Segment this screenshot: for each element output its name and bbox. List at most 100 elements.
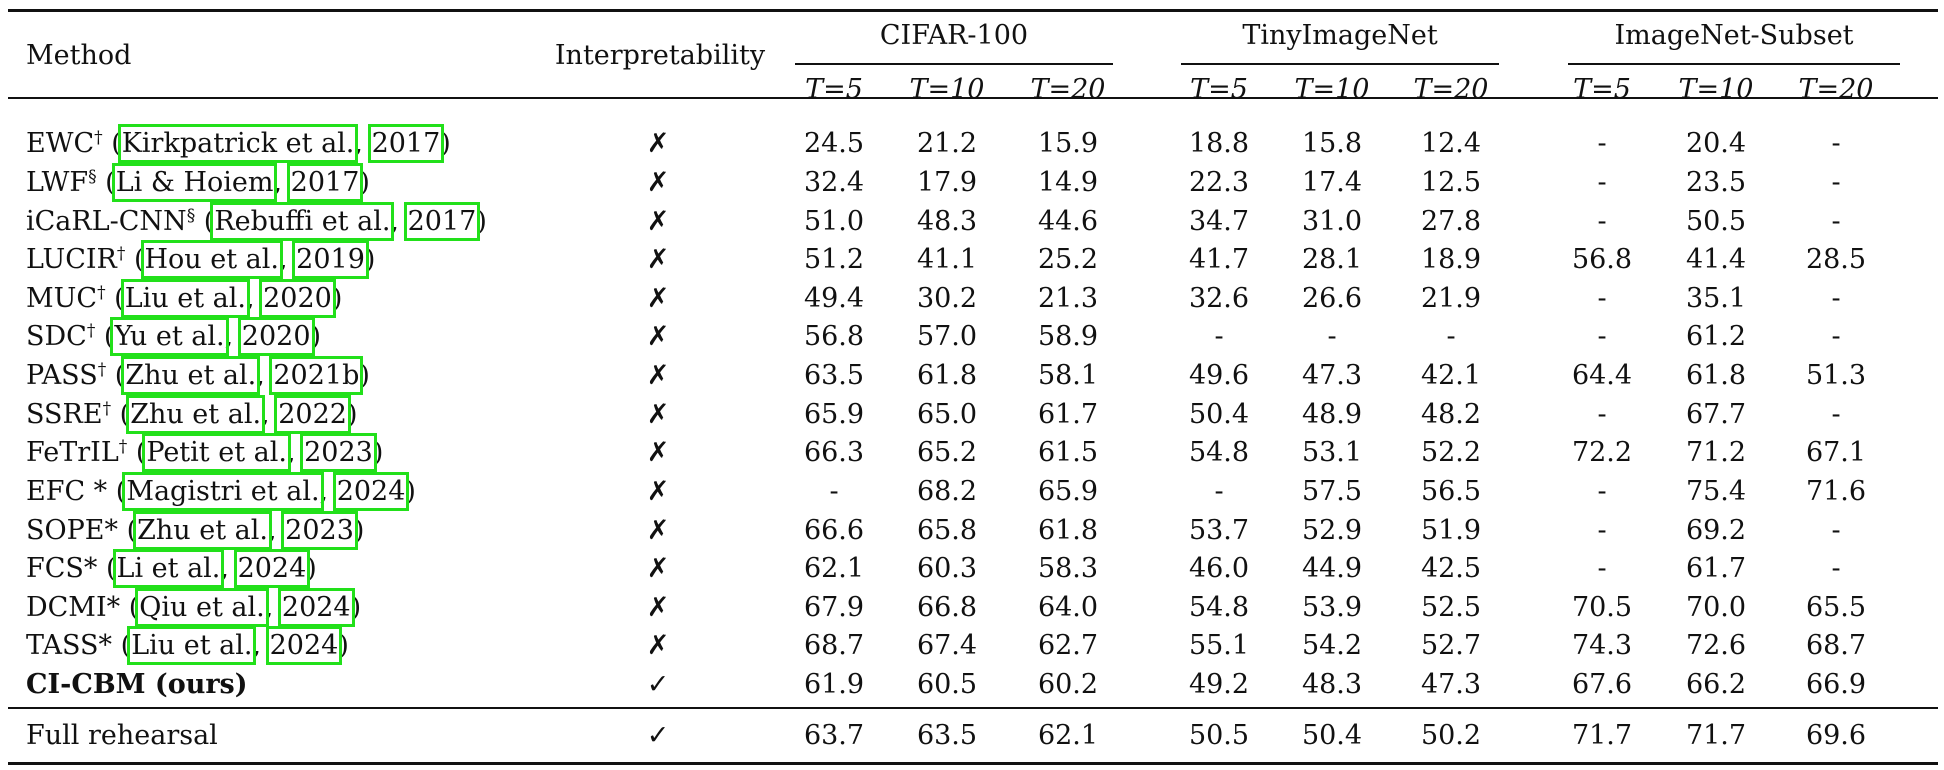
citation-author-link[interactable]: Yu et al. bbox=[110, 317, 229, 356]
value-cell: - bbox=[1597, 553, 1607, 584]
method-name: EWC bbox=[26, 128, 95, 159]
citation-author-link[interactable]: Li & Hoiem bbox=[111, 163, 278, 202]
value-cell: 34.7 bbox=[1188, 206, 1250, 237]
method-cell: Full rehearsal bbox=[26, 720, 218, 752]
method-superscript: § bbox=[186, 206, 196, 226]
header-rule bbox=[8, 97, 1938, 99]
value-cell: 25.2 bbox=[1037, 244, 1099, 275]
value-cell: - bbox=[1214, 321, 1224, 352]
value-cell: - bbox=[1831, 515, 1841, 546]
citation-author-link[interactable]: Hou et al. bbox=[140, 240, 283, 279]
value-cell: 48.3 bbox=[916, 206, 978, 237]
value-cell: 57.5 bbox=[1301, 476, 1363, 507]
subcolumn-header: T=20 bbox=[1030, 74, 1106, 105]
method-name: CI-CBM (ours) bbox=[26, 669, 248, 700]
citation-year-link[interactable]: 2017 bbox=[367, 124, 445, 163]
value-cell: - bbox=[1597, 476, 1607, 507]
citation-year-link[interactable]: 2023 bbox=[300, 433, 377, 472]
value-cell: 56.8 bbox=[1571, 244, 1633, 275]
value-cell: 48.3 bbox=[1301, 669, 1363, 700]
cross-icon: ✗ bbox=[646, 128, 670, 159]
citation-author-link[interactable]: Petit et al. bbox=[142, 433, 291, 472]
method-name: Full rehearsal bbox=[26, 720, 218, 751]
method-superscript: † bbox=[97, 283, 106, 303]
citation-year-link[interactable]: 2024 bbox=[277, 588, 355, 627]
subcolumn-header: T=10 bbox=[1678, 74, 1754, 105]
value-cell: 48.9 bbox=[1301, 399, 1363, 430]
value-cell: 71.7 bbox=[1571, 720, 1633, 751]
method-name: EFC * bbox=[26, 476, 108, 507]
method-name: LUCIR bbox=[26, 244, 117, 275]
method-cell: iCaRL-CNN§ (Rebuffi et al., 2017) bbox=[26, 202, 487, 241]
value-cell: 12.5 bbox=[1420, 167, 1482, 198]
value-cell: 50.5 bbox=[1685, 206, 1747, 237]
method-name: TASS* bbox=[26, 630, 113, 661]
value-cell: 61.8 bbox=[1037, 515, 1099, 546]
group-rule-imagenet-subset bbox=[1568, 63, 1900, 65]
value-cell: - bbox=[1831, 321, 1841, 352]
method-cell: LUCIR† (Hou et al., 2019) bbox=[26, 240, 376, 279]
value-cell: - bbox=[1446, 321, 1456, 352]
value-cell: 57.0 bbox=[916, 321, 978, 352]
value-cell: 22.3 bbox=[1188, 167, 1250, 198]
value-cell: 49.2 bbox=[1188, 669, 1250, 700]
interpretability-header: Interpretability bbox=[554, 40, 766, 71]
citation-author-link[interactable]: Zhu et al. bbox=[121, 356, 261, 395]
value-cell: 27.8 bbox=[1420, 206, 1482, 237]
value-cell: 50.2 bbox=[1420, 720, 1482, 751]
value-cell: 66.2 bbox=[1685, 669, 1747, 700]
value-cell: 12.4 bbox=[1420, 128, 1482, 159]
value-cell: 71.7 bbox=[1685, 720, 1747, 751]
citation-author-link[interactable]: Liu et al. bbox=[120, 279, 250, 318]
group-rule-tinyimagenet bbox=[1181, 63, 1499, 65]
value-cell: 42.1 bbox=[1420, 360, 1482, 391]
value-cell: - bbox=[1831, 283, 1841, 314]
citation-author-link[interactable]: Rebuffi et al. bbox=[210, 202, 395, 241]
value-cell: 47.3 bbox=[1301, 360, 1363, 391]
value-cell: 60.3 bbox=[916, 553, 978, 584]
citation-year-link[interactable]: 2024 bbox=[265, 626, 343, 665]
citation-year-link[interactable]: 2019 bbox=[292, 240, 369, 279]
citation-author-link[interactable]: Kirkpatrick et al. bbox=[117, 124, 359, 163]
value-cell: - bbox=[1597, 515, 1607, 546]
citation-year-link[interactable]: 2021b bbox=[269, 356, 364, 395]
method-cell: TASS* (Liu et al., 2024) bbox=[26, 626, 349, 665]
value-cell: 52.5 bbox=[1420, 592, 1482, 623]
value-cell: - bbox=[1597, 321, 1607, 352]
citation-author-link[interactable]: Li et al. bbox=[112, 549, 225, 588]
value-cell: 41.1 bbox=[916, 244, 978, 275]
value-cell: - bbox=[1831, 399, 1841, 430]
citation-author-link[interactable]: Liu et al. bbox=[127, 626, 257, 665]
value-cell: - bbox=[1831, 206, 1841, 237]
citation-year-link[interactable]: 2017 bbox=[403, 202, 481, 241]
citation-year-link[interactable]: 2020 bbox=[259, 279, 336, 318]
value-cell: 17.9 bbox=[916, 167, 978, 198]
citation-year-link[interactable]: 2023 bbox=[281, 511, 358, 550]
citation-year-link[interactable]: 2024 bbox=[233, 549, 311, 588]
value-cell: 68.7 bbox=[803, 630, 865, 661]
value-cell: 28.5 bbox=[1805, 244, 1867, 275]
value-cell: 51.3 bbox=[1805, 360, 1867, 391]
citation-year-link[interactable]: 2017 bbox=[286, 163, 364, 202]
citation-author-link[interactable]: Qiu et al. bbox=[135, 588, 269, 627]
method-cell: FCS* (Li et al., 2024) bbox=[26, 549, 317, 588]
value-cell: 69.2 bbox=[1685, 515, 1747, 546]
group-header-imagenet-subset: ImageNet-Subset bbox=[1614, 20, 1854, 51]
value-cell: 44.6 bbox=[1037, 206, 1099, 237]
citation-year-link[interactable]: 2022 bbox=[274, 395, 351, 434]
citation-year-link[interactable]: 2020 bbox=[237, 317, 315, 356]
method-superscript: † bbox=[94, 128, 103, 148]
value-cell: 61.7 bbox=[1685, 553, 1747, 584]
method-header: Method bbox=[26, 40, 132, 71]
cross-icon: ✗ bbox=[646, 399, 670, 430]
value-cell: - bbox=[1831, 128, 1841, 159]
method-superscript: † bbox=[118, 437, 128, 457]
midrule bbox=[8, 707, 1938, 709]
citation-author-link[interactable]: Magistri et al. bbox=[122, 472, 324, 511]
citation-year-link[interactable]: 2024 bbox=[332, 472, 410, 511]
value-cell: 53.7 bbox=[1188, 515, 1250, 546]
method-cell: SDC† (Yu et al., 2020) bbox=[26, 317, 322, 356]
citation-author-link[interactable]: Zhu et al. bbox=[126, 395, 266, 434]
method-superscript: § bbox=[88, 167, 97, 187]
citation-author-link[interactable]: Zhu et al. bbox=[133, 511, 272, 550]
